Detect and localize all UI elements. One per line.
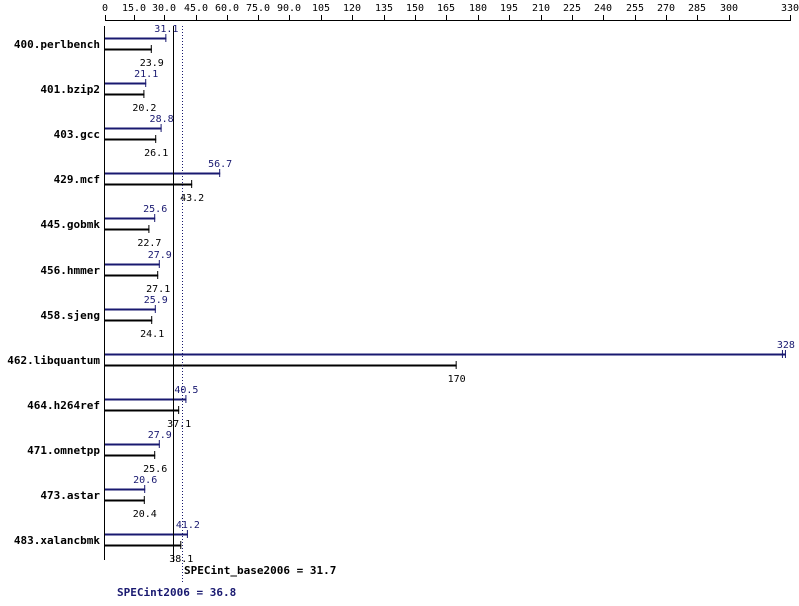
bar-value-label-peak: 21.1 bbox=[134, 69, 158, 80]
category-label: 483.xalancbmk bbox=[14, 534, 100, 547]
bar-peak bbox=[105, 260, 160, 268]
x-tick-label: 195 bbox=[500, 3, 518, 14]
x-tick-label: 165 bbox=[437, 3, 455, 14]
bar-peak bbox=[105, 530, 188, 538]
bar-value-label-base: 25.6 bbox=[143, 464, 167, 475]
bar-value-label-base: 20.2 bbox=[132, 103, 156, 114]
bar-peak bbox=[105, 169, 221, 177]
x-tick-label: 120 bbox=[343, 3, 361, 14]
bar-value-label-base: 38.1 bbox=[169, 554, 193, 565]
bar-value-label-peak: 27.9 bbox=[148, 430, 172, 441]
bar-base bbox=[105, 406, 180, 414]
x-tick-label: 240 bbox=[594, 3, 612, 14]
bar-peak bbox=[105, 34, 167, 42]
x-tick-label: 255 bbox=[626, 3, 644, 14]
bar-peak bbox=[105, 485, 146, 493]
bar-base bbox=[105, 271, 159, 279]
x-tick-label: 150 bbox=[406, 3, 424, 14]
x-tick-label: 135 bbox=[375, 3, 393, 14]
bar-value-label-base: 43.2 bbox=[180, 193, 204, 204]
x-tick-label: 300 bbox=[720, 3, 738, 14]
bar-base bbox=[105, 180, 193, 188]
bar-peak bbox=[105, 395, 187, 403]
x-tick-label: 75.0 bbox=[246, 3, 270, 14]
x-tick-label: 225 bbox=[563, 3, 581, 14]
category-labels: 400.perlbench 401.bzip2 403.gcc 429.mcf 445.… bbox=[7, 38, 100, 547]
x-tick-label: 285 bbox=[688, 3, 706, 14]
x-tick-label: 180 bbox=[469, 3, 487, 14]
category-label: 401.bzip2 bbox=[40, 83, 100, 96]
reference-label-base: SPECint_base2006 = 31.7 bbox=[184, 564, 336, 577]
x-axis: 0 15.0 30.0 45.0 60.0 75.0 90.0 105 120 135 150 165… bbox=[102, 3, 799, 560]
bar-base bbox=[105, 451, 156, 459]
bar-peak bbox=[105, 305, 156, 313]
bar-value-label-base: 22.7 bbox=[137, 238, 161, 249]
x-tick-label: 330 bbox=[781, 3, 799, 14]
bar-peak bbox=[105, 214, 156, 222]
bar-base bbox=[105, 90, 145, 98]
x-tick-label: 0 bbox=[102, 3, 108, 14]
x-tick-label: 60.0 bbox=[215, 3, 239, 14]
bar-value-label-base: 24.1 bbox=[140, 329, 164, 340]
x-tick-label: 90.0 bbox=[277, 3, 301, 14]
category-label: 429.mcf bbox=[54, 173, 100, 186]
bar-peak bbox=[105, 124, 162, 132]
category-label: 464.h264ref bbox=[27, 399, 100, 412]
bar-base bbox=[105, 135, 157, 143]
bar-value-label-peak: 328 bbox=[777, 340, 795, 351]
bar-base bbox=[105, 45, 152, 53]
bar-value-label-base: 27.1 bbox=[146, 284, 170, 295]
x-tick-label: 45.0 bbox=[184, 3, 208, 14]
bar-value-label-peak: 25.6 bbox=[143, 204, 167, 215]
bar-base bbox=[105, 316, 153, 324]
bars-group: 31.1 23.921.1 20.228.8 26.1 56.7 43.2 25.6 22.7… bbox=[105, 24, 795, 565]
bar-value-label-peak: 25.9 bbox=[144, 295, 168, 306]
bar-value-label-peak: 56.7 bbox=[208, 159, 232, 170]
bar-value-label-peak: 40.5 bbox=[174, 385, 198, 396]
bar-peak bbox=[105, 79, 147, 87]
x-tick-label: 210 bbox=[532, 3, 550, 14]
category-label: 445.gobmk bbox=[40, 218, 100, 231]
reference-lines: SPECint_base2006 = 31.7 SPECint2006 = 36.… bbox=[117, 26, 336, 599]
bar-value-label-peak: 27.9 bbox=[148, 250, 172, 261]
category-label: 403.gcc bbox=[54, 128, 100, 141]
bar-base bbox=[105, 496, 145, 504]
reference-label-peak: SPECint2006 = 36.8 bbox=[117, 586, 236, 599]
x-tick-label: 270 bbox=[657, 3, 675, 14]
category-label: 471.omnetpp bbox=[27, 444, 100, 457]
category-label: 456.hmmer bbox=[40, 264, 100, 277]
bar-value-label-peak: 20.6 bbox=[133, 475, 157, 486]
bar-value-label-base: 23.9 bbox=[140, 58, 164, 69]
bar-peak bbox=[105, 440, 160, 448]
x-tick-label: 15.0 bbox=[122, 3, 146, 14]
bar-value-label-peak: 28.8 bbox=[150, 114, 174, 125]
bar-value-label-base: 170 bbox=[448, 374, 466, 385]
bar-value-label-base: 26.1 bbox=[144, 148, 168, 159]
x-tick-label: 105 bbox=[312, 3, 330, 14]
category-label: 458.sjeng bbox=[40, 309, 100, 322]
bar-value-label-peak: 31.1 bbox=[154, 24, 178, 35]
bar-peak bbox=[105, 350, 786, 358]
x-tick-label: 30.0 bbox=[152, 3, 176, 14]
category-label: 473.astar bbox=[40, 489, 100, 502]
bar-base bbox=[105, 361, 457, 369]
bar-base bbox=[105, 225, 150, 233]
bar-value-label-peak: 41.2 bbox=[176, 520, 200, 531]
bar-value-label-base: 37.1 bbox=[167, 419, 191, 430]
category-label: 462.libquantum bbox=[7, 354, 100, 367]
bar-value-label-base: 20.4 bbox=[133, 509, 157, 520]
bar-base bbox=[105, 541, 182, 549]
category-label: 400.perlbench bbox=[14, 38, 100, 51]
